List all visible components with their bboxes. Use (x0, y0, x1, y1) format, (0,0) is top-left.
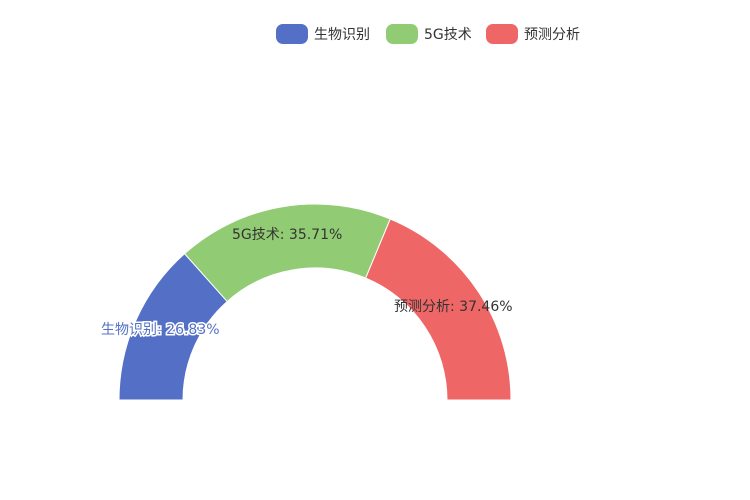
slice-label-predictive: 预测分析: 37.46% (394, 299, 513, 315)
slice-5g[interactable] (183, 203, 391, 303)
slice-predictive[interactable] (365, 218, 512, 401)
legend-label-predictive[interactable]: 预测分析 (524, 27, 580, 43)
legend-swatch-biometrics[interactable] (276, 24, 308, 44)
slice-labels: 生物识别: 26.83% 5G技术: 35.71% 预测分析: 37.46% (100, 227, 513, 340)
legend-swatch-5g[interactable] (386, 24, 418, 44)
legend-label-biometrics[interactable]: 生物识别 (314, 27, 370, 43)
donut-slices (118, 203, 512, 401)
slice-label-5g: 5G技术: 35.71% (232, 227, 342, 243)
legend-swatch-predictive[interactable] (486, 24, 518, 44)
legend-label-5g[interactable]: 5G技术 (424, 27, 472, 43)
legend: 生物识别 5G技术 预测分析 (276, 24, 580, 44)
slice-label-biometrics: 生物识别: 26.83% (101, 322, 220, 338)
